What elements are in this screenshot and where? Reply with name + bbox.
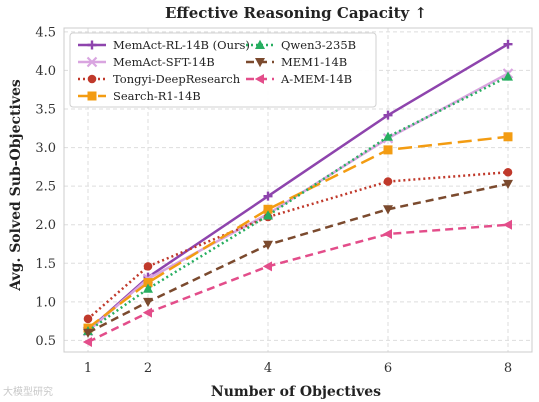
series-layer [82,39,514,347]
legend-label: MemAct-SFT-14B [113,55,215,69]
watermark-text: 大模型研究 [3,385,53,398]
data-point [263,210,273,220]
data-point [262,261,272,272]
legend-marker [87,91,97,101]
legend-label: Search-R1-14B [113,89,201,103]
series-4 [83,71,513,336]
legend-marker [87,40,97,50]
y-tick-label: 2.5 [35,180,56,195]
y-axis-label: Avg. Solved Sub-Objectives [8,79,24,292]
legend-marker [87,74,97,84]
y-tick-label: 3.0 [35,141,56,156]
series-line [87,135,509,330]
legend-marker [255,39,265,49]
data-point [143,262,153,271]
chart-title: Effective Reasoning Capacity ↑ [165,4,427,22]
data-point [383,110,393,120]
data-point [263,191,273,201]
plot-frame [63,27,533,353]
data-point [383,177,393,186]
data-point [383,131,393,141]
legend-label: Tongyi-DeepResearch [113,72,241,86]
y-tick-label: 2.0 [35,218,56,233]
data-point [83,328,93,338]
legend-item: Qwen3-235B [246,38,356,52]
y-tick-label: 1.5 [35,257,56,272]
data-point [503,71,513,81]
legend-marker [86,56,98,68]
data-point [263,240,273,250]
data-point [383,205,393,215]
series-5 [83,179,513,338]
x-tick-label: 6 [384,361,392,376]
legend-label: MemAct-RL-14B (Ours) [113,38,250,52]
legend-item: MemAct-SFT-14B [78,55,215,69]
legend-label: A-MEM-14B [280,72,352,86]
x-tick-label: 4 [264,361,272,376]
data-point [503,39,513,49]
legend: MemAct-RL-14B (Ours) MemAct-SFT-14B Tongyi… [69,32,377,108]
data-point [503,167,513,177]
x-tick-label: 2 [144,361,152,376]
y-tick-label: 0.5 [35,334,56,349]
x-tick-label: 1 [84,361,92,376]
series-6 [82,219,512,347]
legend-item: Search-R1-14B [78,89,201,103]
legend-box [69,32,377,108]
y-tick-label: 4.5 [35,25,56,40]
data-point [503,179,513,190]
data-point [142,307,152,318]
data-point [143,297,153,308]
legend-item: Tongyi-DeepResearch [78,72,241,86]
data-point [502,219,512,230]
data-point [82,336,92,347]
data-point [143,278,153,288]
legend-marker [254,74,264,84]
legend-item: A-MEM-14B [246,72,352,86]
legend-label: MEM1-14B [281,55,347,69]
legend-item: MemAct-RL-14B (Ours) [78,38,250,52]
y-axis-ticks: 0.5 1.0 1.5 2.0 2.5 3.0 3.5 4.0 4.5 [35,25,56,349]
legend-item: MEM1-14B [246,55,347,69]
x-tick-label: 8 [504,361,512,376]
data-point [83,314,93,324]
data-point [382,228,392,239]
y-tick-label: 3.5 [35,103,56,118]
series-line [87,75,509,333]
legend-label: Qwen3-235B [281,38,356,52]
data-point [143,283,153,293]
data-point [503,132,513,142]
data-point [263,204,273,214]
data-point [383,145,393,155]
legend-marker [255,58,265,68]
y-tick-label: 1.0 [35,295,56,310]
x-axis-ticks: 1 2 4 6 8 [84,361,512,376]
x-axis-label: Number of Objectives [211,384,381,400]
y-tick-label: 4.0 [35,64,56,79]
